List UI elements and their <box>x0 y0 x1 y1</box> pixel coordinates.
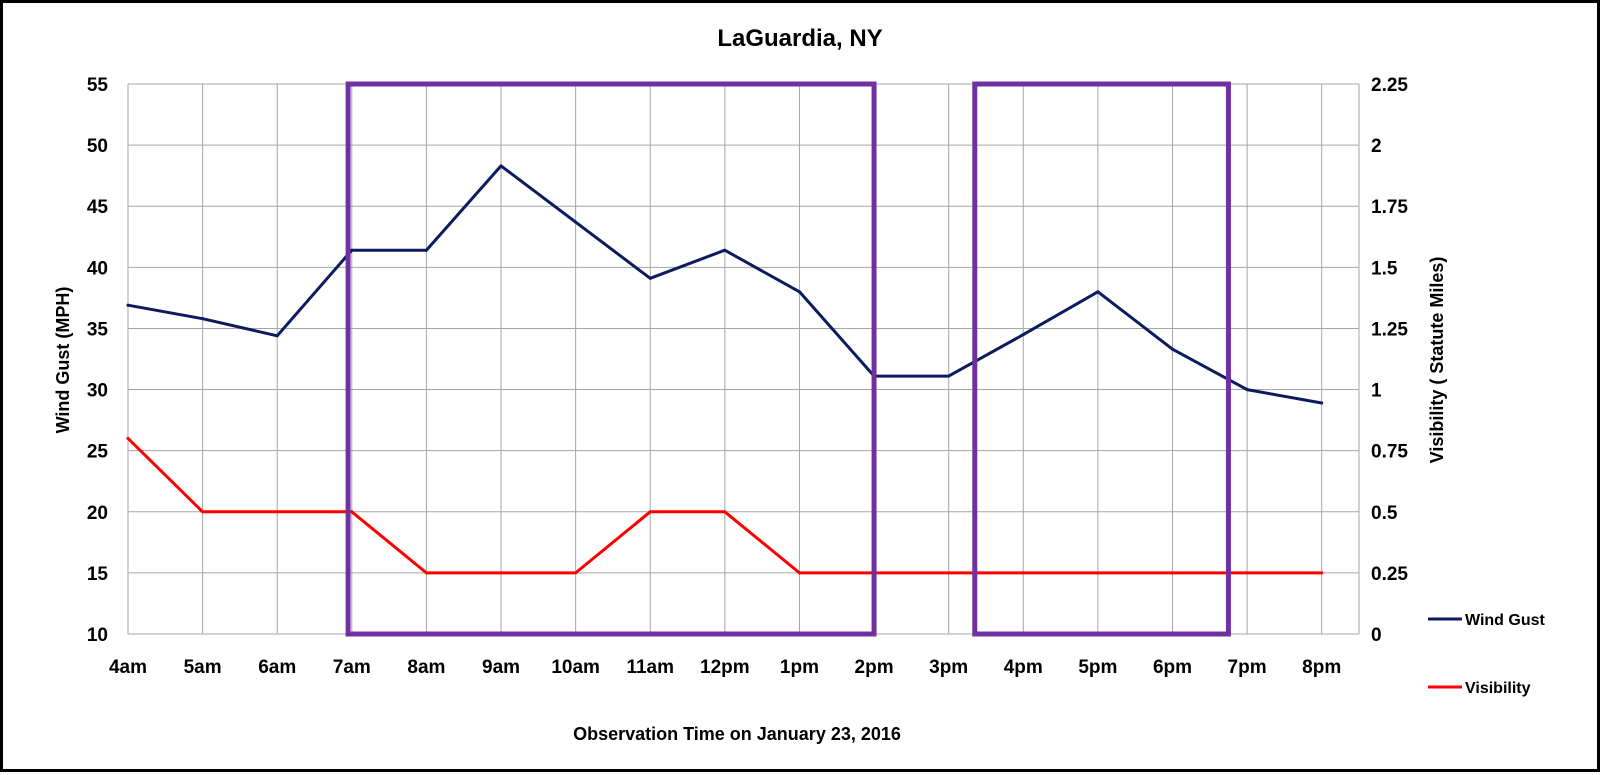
y2-tick-label: 1.75 <box>1371 197 1408 218</box>
x-tick-label: 7pm <box>1228 657 1267 678</box>
data-point-wind-gust <box>201 317 205 321</box>
y2-tick-label: 1 <box>1371 381 1382 402</box>
highlight-box <box>345 81 877 637</box>
x-tick-label: 2pm <box>855 657 894 678</box>
data-point-wind-gust <box>648 276 652 280</box>
highlight-box <box>972 81 1231 637</box>
y2-tick-label: 2.25 <box>1371 75 1408 96</box>
x-axis-title: Observation Time on January 23, 2016 <box>573 724 901 744</box>
y-tick-label: 10 <box>87 625 108 646</box>
data-point-wind-gust <box>723 248 727 252</box>
data-point-wind-gust <box>1245 388 1249 392</box>
legend: Wind Gust Visibility <box>1428 612 1546 697</box>
data-point-wind-gust <box>947 374 951 378</box>
data-point-wind-gust <box>1021 333 1025 337</box>
highlight-boxes <box>345 81 1231 637</box>
x-tick-label: 10am <box>551 657 600 678</box>
x-tick-label: 6am <box>258 657 296 678</box>
data-point-wind-gust <box>499 164 503 168</box>
x-tick-label: 5pm <box>1078 657 1117 678</box>
y2-tick-label: 0.5 <box>1371 503 1398 524</box>
y-tick-label: 55 <box>87 75 109 96</box>
data-point-visibility <box>723 510 727 514</box>
data-point-wind-gust <box>1320 401 1324 405</box>
data-point-visibility <box>1021 571 1025 575</box>
y2-tick-label: 1.5 <box>1371 258 1398 279</box>
legend-visibility-label: Visibility <box>1465 680 1531 697</box>
data-point-visibility <box>126 436 130 440</box>
y2-axis-title: Visibility ( Statute Miles) <box>1427 257 1447 464</box>
x-tick-label: 8pm <box>1302 657 1341 678</box>
y-tick-label: 50 <box>87 136 108 157</box>
y-tick-label: 30 <box>87 381 108 402</box>
data-point-wind-gust <box>574 220 578 224</box>
data-point-visibility <box>1320 571 1324 575</box>
data-point-wind-gust <box>350 248 354 252</box>
y-tick-label: 35 <box>87 319 109 340</box>
data-point-visibility <box>1170 571 1174 575</box>
x-tick-label: 4am <box>109 657 147 678</box>
data-point-visibility <box>424 571 428 575</box>
x-tick-label: 1pm <box>780 657 819 678</box>
data-point-wind-gust <box>424 248 428 252</box>
data-point-visibility <box>1096 571 1100 575</box>
data-point-wind-gust <box>1170 347 1174 351</box>
left-axis-ticks: 10 15 20 25 30 35 40 45 50 55 <box>87 75 109 646</box>
data-point-visibility <box>574 571 578 575</box>
y2-tick-label: 0 <box>1371 625 1382 646</box>
data-point-wind-gust <box>275 334 279 338</box>
y-tick-label: 45 <box>87 197 109 218</box>
x-tick-label: 5am <box>184 657 222 678</box>
data-point-visibility <box>499 571 503 575</box>
y-tick-label: 25 <box>87 442 109 463</box>
x-tick-label: 6pm <box>1153 657 1192 678</box>
data-point-wind-gust <box>797 290 801 294</box>
data-point-visibility <box>947 571 951 575</box>
data-point-visibility <box>1245 571 1249 575</box>
x-tick-label: 11am <box>626 657 674 678</box>
y-tick-label: 20 <box>87 503 108 524</box>
y2-tick-label: 1.25 <box>1371 319 1408 340</box>
line-chart: 10 15 20 25 30 35 40 45 50 55 0 0.25 0.5 0.75 1 1.25 1.… <box>53 25 1546 744</box>
chart-title: LaGuardia, NY <box>717 25 882 52</box>
data-point-wind-gust <box>1096 290 1100 294</box>
x-tick-label: 4pm <box>1004 657 1043 678</box>
x-tick-label: 8am <box>407 657 445 678</box>
legend-wind-gust-label: Wind Gust <box>1465 612 1546 629</box>
series-lines <box>126 164 1324 575</box>
data-point-wind-gust <box>126 303 130 307</box>
x-tick-label: 3pm <box>929 657 968 678</box>
data-point-visibility <box>350 510 354 514</box>
y2-tick-label: 0.25 <box>1371 564 1408 585</box>
x-tick-label: 7am <box>333 657 371 678</box>
data-point-visibility <box>797 571 801 575</box>
x-tick-label: 9am <box>482 657 520 678</box>
y-tick-label: 40 <box>87 258 108 279</box>
x-axis-ticks: 4am 5am 6am 7am 8am 9am 10am 11am 12pm 1pm 2pm 3pm 4… <box>109 657 1341 678</box>
x-tick-label: 12pm <box>700 657 750 678</box>
data-point-visibility <box>201 510 205 514</box>
y2-tick-label: 2 <box>1371 136 1382 157</box>
y-axis-title: Wind Gust (MPH) <box>53 287 73 434</box>
right-axis-ticks: 0 0.25 0.5 0.75 1 1.25 1.5 1.75 2 2.25 <box>1371 75 1408 646</box>
grid-lines <box>127 83 1360 635</box>
y2-tick-label: 0.75 <box>1371 442 1408 463</box>
data-point-visibility <box>275 510 279 514</box>
data-point-visibility <box>648 510 652 514</box>
y-tick-label: 15 <box>87 564 109 585</box>
